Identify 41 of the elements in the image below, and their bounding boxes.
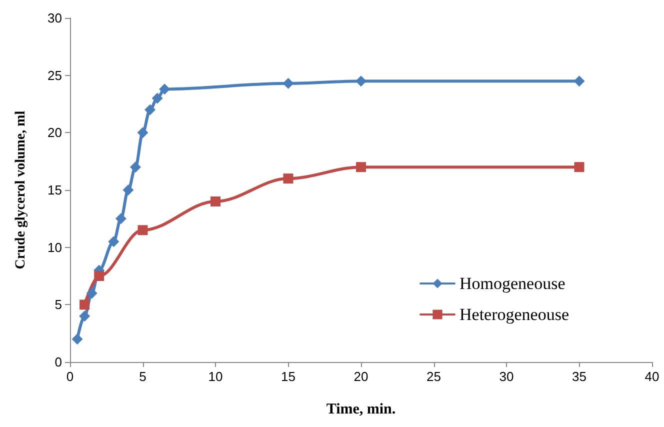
y-tick-label: 30 (48, 10, 62, 26)
point (94, 271, 104, 281)
x-tick-label: 10 (208, 369, 223, 384)
x-tick-label: 40 (644, 369, 660, 384)
y-tick-label: 10 (48, 240, 62, 255)
x-tick-label: 15 (281, 369, 296, 384)
point (122, 184, 134, 196)
x-axis-title: Time, min. (326, 402, 396, 418)
legend-label: Heterogeneouse (459, 305, 570, 324)
point (152, 92, 163, 104)
y-axis-title: Crude glycerol volume, ml (14, 110, 28, 270)
point (79, 310, 90, 322)
point (574, 76, 585, 87)
x-tick-label: 5 (139, 369, 146, 384)
x-tick-label: 30 (499, 369, 514, 384)
x-tick-label: 25 (426, 369, 441, 384)
point (356, 76, 366, 87)
point (283, 174, 294, 184)
point (130, 162, 141, 173)
x-tick-label: 0 (66, 369, 74, 384)
x-tick-label: 35 (572, 369, 586, 384)
y-tick-label: 5 (54, 297, 62, 312)
point (138, 225, 148, 236)
y-tick-label: 15 (48, 182, 62, 198)
point (108, 236, 120, 248)
point (80, 300, 90, 310)
point (159, 84, 170, 95)
y-tick-label: 25 (48, 68, 62, 83)
point (574, 162, 584, 172)
point (144, 104, 156, 116)
point (210, 196, 220, 206)
point (137, 127, 148, 138)
point (115, 213, 126, 224)
point (356, 162, 366, 172)
x-tick-label: 20 (354, 369, 368, 384)
point (86, 288, 98, 299)
y-tick-label: 20 (48, 125, 62, 140)
point (282, 78, 294, 89)
legend-label: Homogeneouse (459, 274, 566, 293)
y-tick-label: 0 (54, 354, 62, 370)
point (72, 334, 83, 345)
